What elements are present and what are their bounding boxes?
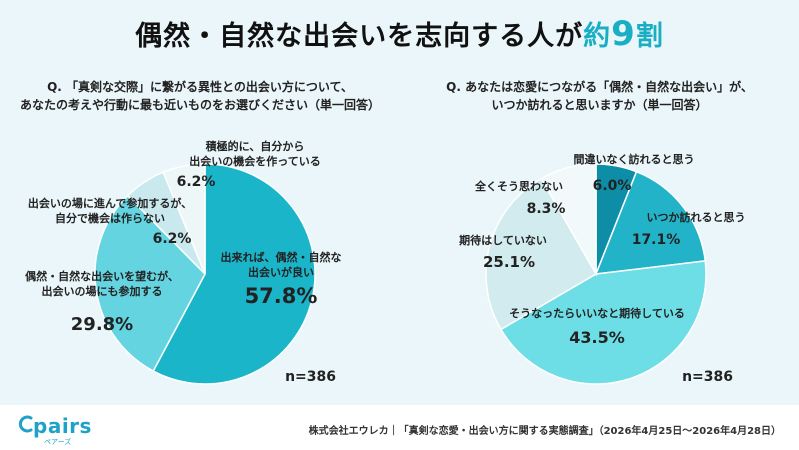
pie-slice xyxy=(540,163,597,277)
pie-slice xyxy=(594,170,707,275)
title-number: 9 xyxy=(611,14,636,54)
slice-label: 間違いなく訪れると思う xyxy=(574,152,695,166)
pie-slice xyxy=(162,163,206,275)
left-question-line: あなたの考えや行動に最も近いものをお選びください（単一回答） xyxy=(19,98,380,112)
source-credit: 株式会社エウレカ｜「真剣な恋愛・出会い方に関する実態調査」（2026年4月25日… xyxy=(308,426,781,437)
slice-label: 全くそう思わない xyxy=(474,179,563,193)
title-suffix: 割 xyxy=(635,21,664,52)
pie-slice xyxy=(499,260,707,385)
right-question-line: Q. あなたは恋愛につながる「偶然・自然な出会い」が、 xyxy=(446,80,753,94)
slice-value-label: 25.1% xyxy=(483,253,535,271)
right-question-line: いつか訪れると思いますか（単一回答） xyxy=(491,98,708,112)
pie-slice xyxy=(152,163,316,385)
title-highlight: 約 xyxy=(583,21,612,52)
slice-label: 積極的に、自分から出会いの機会を作っている xyxy=(189,139,320,168)
slice-value-label: 57.8% xyxy=(245,284,318,308)
slice-label: そうなったらいいなと期待している xyxy=(509,306,685,320)
slice-label: いつか訪れると思う xyxy=(647,210,746,224)
logo-subtext: ペアーズ xyxy=(44,438,72,446)
slice-value-label: 8.3% xyxy=(527,201,566,217)
slice-value-label: 6.2% xyxy=(177,174,216,190)
slice-label: 偶然・自然な出会いを望むが、出会いの場にも参加する xyxy=(25,269,179,298)
footer: pairs ペアーズ 株式会社エウレカ｜「真剣な恋愛・出会い方に関する実態調査」… xyxy=(0,405,799,450)
pie-slice xyxy=(94,194,206,373)
slice-value-label: 17.1% xyxy=(632,232,681,248)
slice-label: 出会いの場に進んで参加するが、自分で機会は作らない xyxy=(28,196,192,225)
pie-charts: 出来れば、偶然・自然な出会いが良い 57.8% 偶然・自然な出会いを望むが、出会いの… xyxy=(25,139,746,385)
slice-value-label: 6.0% xyxy=(593,178,632,194)
slice-value-label: 6.2% xyxy=(153,231,192,247)
slice-value-label: 29.8% xyxy=(71,314,133,335)
title-main: 偶然・自然な出会いを志向する人が xyxy=(135,21,584,52)
page-title: 偶然・自然な出会いを志向する人が約9割 xyxy=(0,14,799,54)
slice-label: 期待はしていない xyxy=(459,233,547,247)
logo-text: pairs xyxy=(33,414,92,438)
sample-size-label: n=386 xyxy=(285,369,336,385)
right-question: Q. あなたは恋愛につながる「偶然・自然な出会い」が、 いつか訪れると思いますか… xyxy=(400,78,799,114)
sample-size-label: n=386 xyxy=(682,369,733,385)
pairs-logo-icon xyxy=(18,415,33,433)
slice-label: 出来れば、偶然・自然な出会いが良い xyxy=(221,250,342,279)
left-question-line: Q. 「真剣な交際」に繋がる異性との出会い方について、 xyxy=(47,80,353,94)
pie-slice xyxy=(485,177,598,331)
left-question: Q. 「真剣な交際」に繋がる異性との出会い方について、 あなたの考えや行動に最も… xyxy=(0,78,400,114)
slice-value-label: 43.5% xyxy=(569,328,625,347)
